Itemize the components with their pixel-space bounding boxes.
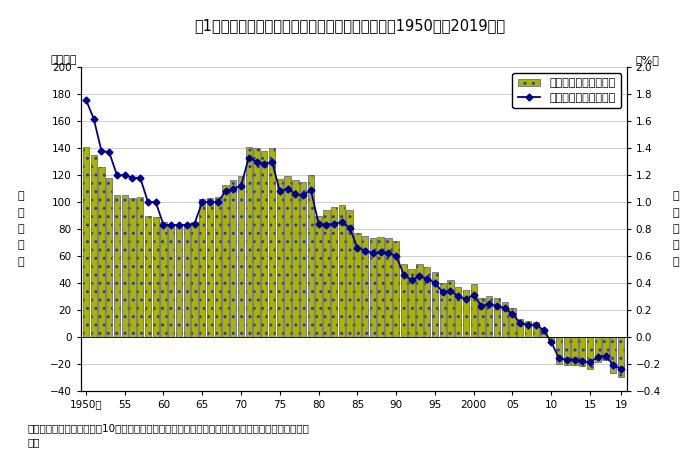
Bar — [331, 207, 337, 337]
Bar — [424, 267, 430, 337]
Bar — [223, 185, 229, 337]
Bar — [362, 236, 368, 337]
Bar — [556, 337, 562, 364]
Bar — [300, 182, 307, 337]
Bar — [354, 233, 360, 337]
Bar — [385, 238, 391, 337]
Bar — [517, 319, 524, 337]
Text: 図1　総人口の人口増加数及び人口増減率の推移（1950年～2019年）: 図1 総人口の人口増加数及び人口増減率の推移（1950年～2019年） — [195, 18, 505, 33]
Bar — [548, 337, 554, 343]
Bar — [323, 210, 330, 337]
Bar — [494, 298, 500, 337]
Bar — [199, 199, 205, 337]
Bar — [238, 176, 244, 337]
Bar — [525, 321, 531, 337]
Bar — [98, 167, 104, 337]
Bar — [206, 198, 214, 337]
Bar — [594, 337, 601, 362]
Text: 人
口
増
減
数: 人 口 増 減 数 — [18, 191, 24, 267]
Bar — [370, 238, 376, 337]
Bar — [533, 322, 539, 337]
Bar — [284, 176, 290, 337]
Bar — [346, 210, 353, 337]
Bar — [618, 337, 624, 377]
Bar — [261, 151, 267, 337]
Bar — [610, 337, 617, 373]
Bar — [191, 222, 197, 337]
Bar — [153, 217, 159, 337]
Bar — [215, 197, 221, 337]
Bar — [486, 296, 492, 337]
Bar — [416, 264, 423, 337]
Bar — [168, 224, 174, 337]
Bar — [145, 216, 151, 337]
Bar — [339, 205, 345, 337]
Bar — [276, 179, 283, 337]
Legend: 人口増減数（左目盛）, 人口増減率（右目盛）: 人口増減数（左目盛）, 人口増減率（右目盛） — [512, 73, 621, 109]
Bar — [137, 197, 144, 337]
Text: （万人）: （万人） — [50, 55, 77, 65]
Bar — [316, 216, 322, 337]
Bar — [269, 148, 275, 337]
Bar — [400, 264, 407, 337]
Bar — [106, 178, 113, 337]
Bar — [447, 280, 454, 337]
Text: 人
口
増
減
率: 人 口 増 減 率 — [672, 191, 679, 267]
Bar — [122, 195, 128, 337]
Bar — [502, 302, 508, 337]
Bar — [114, 195, 120, 337]
Text: 注）　人口増減率は，前年10月から当年９月までの人口増減数を前年人口（期首人口）で除したも
の。: 注） 人口増減率は，前年10月から当年９月までの人口増減数を前年人口（期首人口）… — [28, 423, 310, 447]
Bar — [440, 283, 446, 337]
Bar — [587, 337, 593, 369]
Bar — [470, 284, 477, 337]
Bar — [478, 298, 484, 337]
Bar — [377, 237, 384, 337]
Bar — [409, 269, 415, 337]
Bar — [292, 180, 298, 337]
Bar — [432, 272, 438, 337]
Bar — [183, 224, 190, 337]
Bar — [83, 147, 89, 337]
Bar — [246, 147, 252, 337]
Bar — [230, 180, 237, 337]
Bar — [564, 337, 570, 365]
Bar — [130, 198, 136, 337]
Bar — [579, 337, 585, 366]
Text: （%）: （%） — [636, 55, 659, 65]
Bar — [176, 224, 182, 337]
Bar — [463, 290, 469, 337]
Bar — [510, 308, 516, 337]
Bar — [571, 337, 577, 365]
Bar — [160, 222, 167, 337]
Bar — [90, 155, 97, 337]
Bar — [455, 287, 461, 337]
Bar — [253, 148, 260, 337]
Bar — [603, 337, 609, 360]
Bar — [308, 175, 314, 337]
Bar — [393, 241, 399, 337]
Bar — [540, 329, 547, 337]
